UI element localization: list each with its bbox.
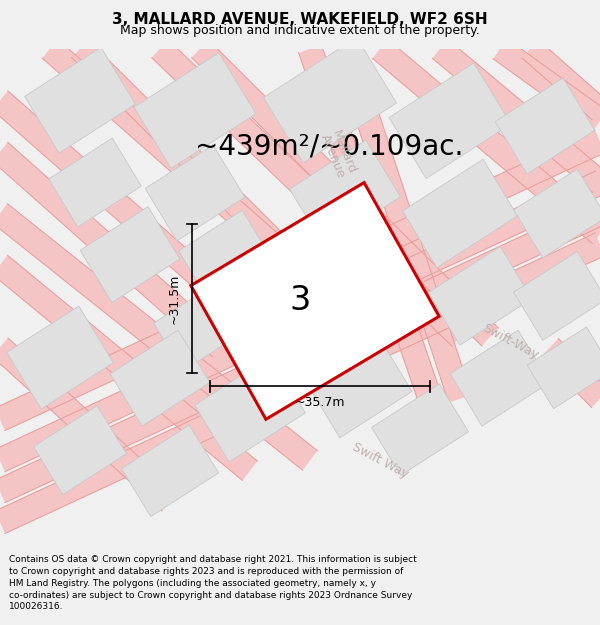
Polygon shape xyxy=(152,40,468,346)
Polygon shape xyxy=(0,338,178,511)
Polygon shape xyxy=(80,207,180,302)
Polygon shape xyxy=(299,44,442,403)
Polygon shape xyxy=(0,233,600,534)
Polygon shape xyxy=(42,39,338,305)
Polygon shape xyxy=(495,78,595,174)
Polygon shape xyxy=(191,40,499,346)
Polygon shape xyxy=(371,384,469,476)
Text: 3: 3 xyxy=(289,284,311,318)
Polygon shape xyxy=(191,182,439,419)
Polygon shape xyxy=(145,145,245,241)
Text: Swift-Way: Swift-Way xyxy=(480,322,540,362)
Text: ~31.5m: ~31.5m xyxy=(167,273,181,324)
Polygon shape xyxy=(542,339,600,408)
Text: ~35.7m: ~35.7m xyxy=(295,396,345,409)
Polygon shape xyxy=(308,339,412,437)
Polygon shape xyxy=(0,171,600,472)
Polygon shape xyxy=(25,48,136,153)
Polygon shape xyxy=(389,63,511,179)
Polygon shape xyxy=(263,38,397,163)
Polygon shape xyxy=(0,130,600,431)
Text: Mallard
Avenue: Mallard Avenue xyxy=(318,127,358,180)
Polygon shape xyxy=(110,330,210,426)
Text: Map shows position and indicative extent of the property.: Map shows position and indicative extent… xyxy=(120,24,480,36)
Polygon shape xyxy=(134,52,256,168)
Polygon shape xyxy=(34,406,127,494)
Polygon shape xyxy=(514,251,600,340)
Polygon shape xyxy=(154,282,247,371)
Polygon shape xyxy=(334,45,472,403)
Polygon shape xyxy=(0,91,288,357)
Polygon shape xyxy=(522,39,600,120)
Polygon shape xyxy=(122,425,218,517)
Polygon shape xyxy=(433,39,600,192)
Polygon shape xyxy=(450,330,550,426)
Polygon shape xyxy=(194,356,305,462)
Polygon shape xyxy=(179,210,271,299)
Polygon shape xyxy=(290,140,400,246)
Polygon shape xyxy=(428,246,532,345)
Polygon shape xyxy=(0,142,228,357)
Polygon shape xyxy=(0,255,257,481)
Polygon shape xyxy=(49,138,142,227)
Polygon shape xyxy=(0,202,600,502)
Text: 3, MALLARD AVENUE, WAKEFIELD, WF2 6SH: 3, MALLARD AVENUE, WAKEFIELD, WF2 6SH xyxy=(112,12,488,27)
Text: Contains OS data © Crown copyright and database right 2021. This information is : Contains OS data © Crown copyright and d… xyxy=(9,555,417,611)
Polygon shape xyxy=(247,271,343,362)
Polygon shape xyxy=(403,159,518,268)
Polygon shape xyxy=(0,204,317,470)
Text: Swift Way: Swift Way xyxy=(350,440,410,481)
Polygon shape xyxy=(514,169,600,258)
Polygon shape xyxy=(373,39,600,244)
Text: ~439m²/~0.109ac.: ~439m²/~0.109ac. xyxy=(195,132,463,161)
Polygon shape xyxy=(7,306,113,409)
Polygon shape xyxy=(493,39,600,131)
Polygon shape xyxy=(527,327,600,409)
Polygon shape xyxy=(71,40,388,356)
